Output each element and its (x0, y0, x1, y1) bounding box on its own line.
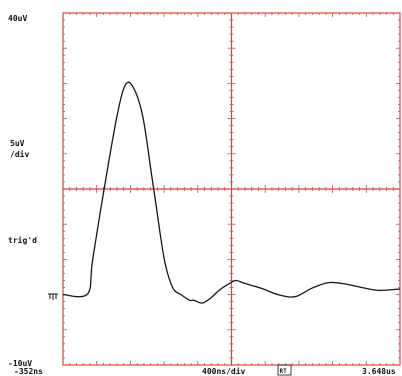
ground-marker-icon (48, 293, 58, 300)
scale-label-line1: 5uV (10, 139, 25, 148)
grid-ticks (62, 12, 401, 366)
signal-trace (62, 81, 401, 304)
y-bottom-label: -10uV (8, 359, 32, 368)
trigger-status-label: trig'd (8, 235, 37, 245)
rt-badge-frame (277, 364, 292, 376)
scale-label-line2: /div (10, 149, 29, 159)
x-end-label: 3.648us (362, 367, 396, 376)
rt-badge: RT (280, 368, 288, 375)
x-start-label: -352ns (14, 367, 43, 376)
x-scale-label: 400ns/div (202, 366, 246, 376)
y-top-label: 40uV (8, 14, 27, 23)
